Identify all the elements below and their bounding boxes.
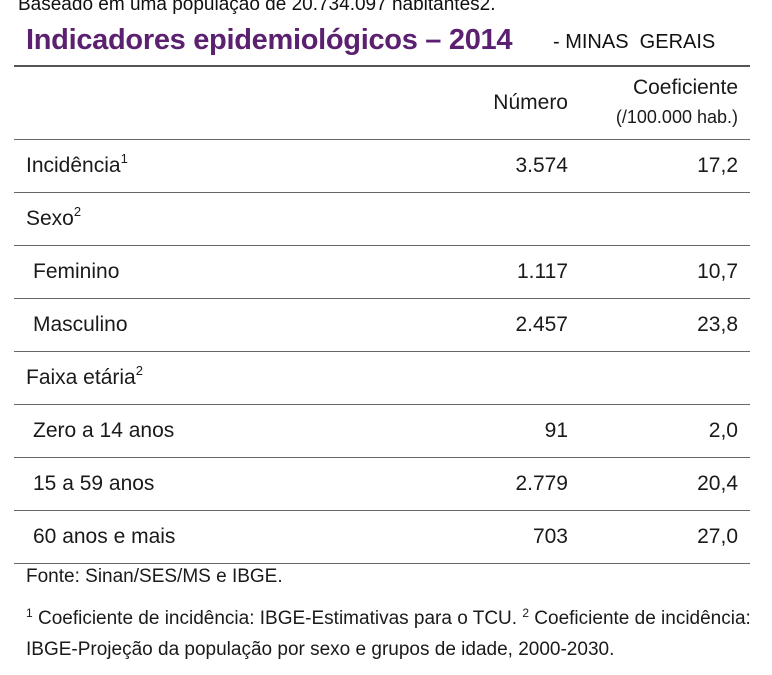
column-header: Número <box>493 91 568 114</box>
numero-cell: 91 <box>544 419 568 442</box>
row-label-text: Incidência <box>26 154 121 177</box>
table-row: Incidência1 3.574 17,2 <box>14 140 750 193</box>
table-row: Sexo2 <box>14 193 750 246</box>
table-row: Faixa etária2 <box>14 352 750 405</box>
column-unit: (/100.000 hab.) <box>615 107 738 127</box>
table-row: Zero a 14 anos 91 2,0 <box>14 405 750 458</box>
row-label: Incidência1 <box>26 140 128 192</box>
indicator-table: Número Coeficiente (/100.000 hab.) Incid… <box>14 65 750 564</box>
row-label-text: Faixa etária <box>26 366 136 389</box>
footnote-mark: 2 <box>73 204 82 219</box>
column-header: Coeficiente <box>632 76 738 99</box>
row-label: Faixa etária2 <box>26 352 143 404</box>
table-row: Masculino 2.457 23,8 <box>14 299 750 352</box>
row-label: Zero a 14 anos <box>33 405 174 457</box>
footnote-mark: 1 <box>120 151 128 166</box>
row-label: Masculino <box>33 299 128 351</box>
numero-cell: 1.117 <box>517 260 568 283</box>
row-label-text: Masculino <box>33 313 128 336</box>
numero-cell: 703 <box>532 525 568 548</box>
numero-cell: 2.779 <box>515 472 568 495</box>
footnote-text: Coeficiente de incidência: IBGE-Projeção… <box>26 608 751 660</box>
table-row: 15 a 59 anos 2.779 20,4 <box>14 458 750 511</box>
population-note: Baseado em uma população de 20.734.097 h… <box>18 0 496 15</box>
row-label-text: Feminino <box>33 260 120 283</box>
row-label-text: 60 anos e mais <box>33 525 176 548</box>
row-label: 15 a 59 anos <box>33 458 154 510</box>
footnote-mark: 1 <box>26 606 33 620</box>
footnotes: 1 Coeficiente de incidência: IBGE-Estima… <box>26 603 756 665</box>
coeficiente-cell: 20,4 <box>697 472 738 495</box>
coeficiente-cell: 17,2 <box>697 154 738 177</box>
coeficiente-cell: 10,7 <box>697 260 738 283</box>
numero-cell: 3.574 <box>515 154 568 177</box>
row-label: Sexo2 <box>26 193 81 245</box>
region: - MINAS GERAIS <box>553 31 716 53</box>
table-row: Feminino 1.117 10,7 <box>14 246 750 299</box>
source: Fonte: Sinan/SES/MS e IBGE. <box>26 566 283 587</box>
title: Indicadores epidemiológicos – 2014 <box>26 24 513 56</box>
header-row: Número Coeficiente (/100.000 hab.) <box>14 67 750 140</box>
row-label: 60 anos e mais <box>33 511 175 563</box>
table-row: 60 anos e mais 703 27,0 <box>14 511 750 564</box>
coeficiente-cell: 2,0 <box>708 419 738 442</box>
footnote-mark: 2 <box>135 363 143 378</box>
numero-cell: 2.457 <box>515 313 568 336</box>
footnote-mark: 2 <box>522 606 530 620</box>
row-label: Feminino <box>33 246 119 298</box>
footnote-text: Coeficiente de incidência: IBGE-Estimati… <box>32 608 523 629</box>
coeficiente-cell: 23,8 <box>697 313 738 336</box>
row-label-text: 15 a 59 anos <box>33 472 155 495</box>
coeficiente-cell: 27,0 <box>697 525 738 548</box>
row-label-text: Sexo <box>26 207 74 230</box>
row-label-text: Zero a 14 anos <box>33 419 175 442</box>
